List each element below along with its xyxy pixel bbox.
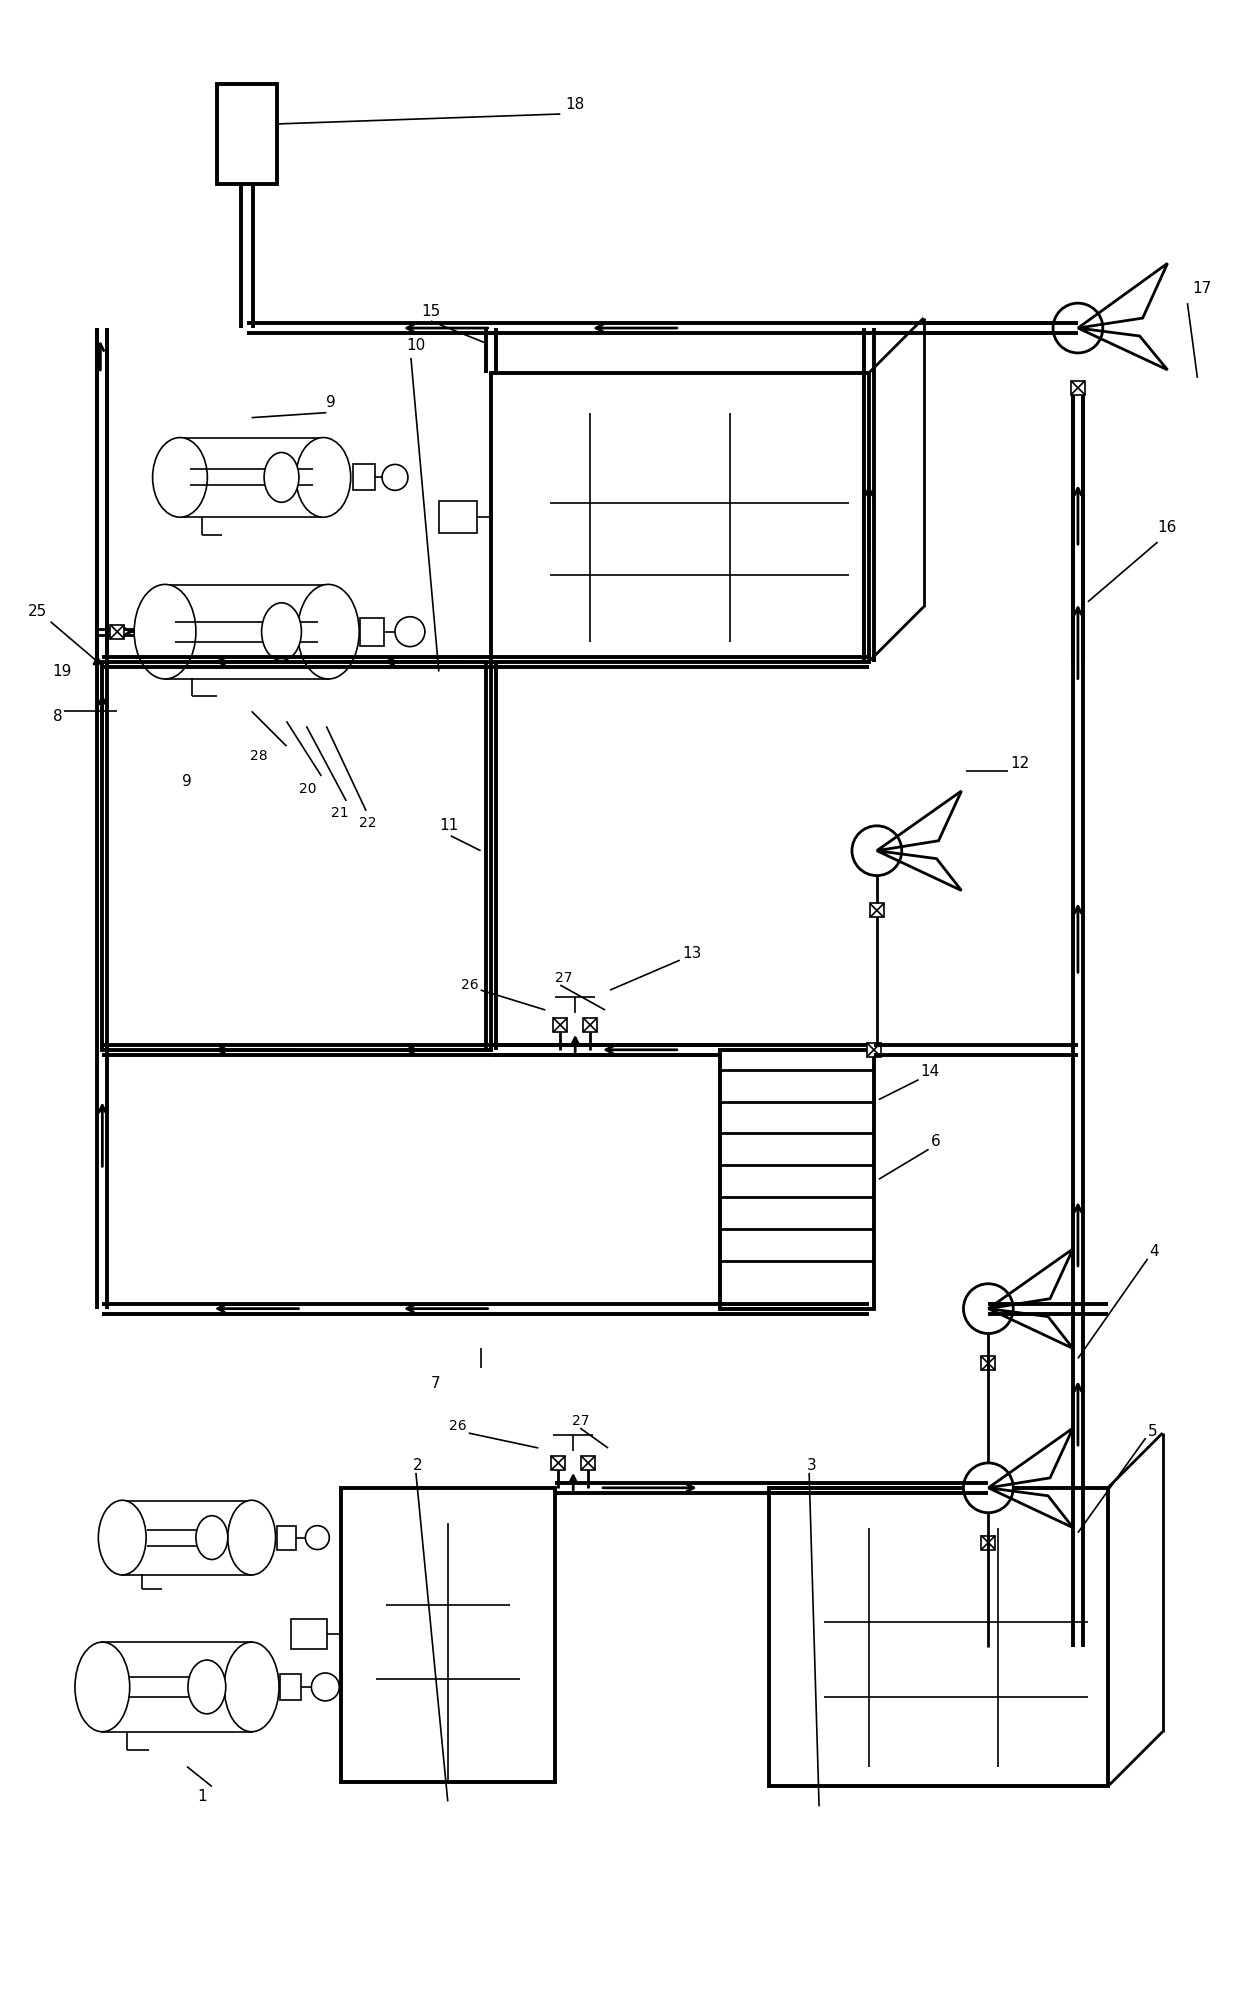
Text: 25: 25: [27, 605, 47, 619]
Text: 22: 22: [360, 816, 377, 830]
Text: 18: 18: [565, 96, 584, 111]
Ellipse shape: [264, 452, 299, 502]
Bar: [360, 617, 384, 645]
Text: 7: 7: [430, 1375, 440, 1391]
Ellipse shape: [1053, 304, 1102, 354]
Ellipse shape: [134, 585, 196, 679]
Bar: [103, 661, 491, 1049]
Bar: [769, 1487, 1107, 1787]
Ellipse shape: [296, 438, 351, 517]
Ellipse shape: [382, 464, 408, 490]
Bar: [867, 1043, 880, 1057]
Text: 8: 8: [52, 710, 62, 724]
Bar: [582, 1455, 595, 1469]
Text: 4: 4: [1149, 1244, 1159, 1260]
Text: 6: 6: [930, 1134, 940, 1150]
Text: 26: 26: [449, 1419, 466, 1433]
Bar: [180, 438, 325, 517]
Bar: [552, 1455, 565, 1469]
Ellipse shape: [305, 1526, 330, 1550]
Text: 12: 12: [1011, 756, 1029, 770]
Bar: [103, 1642, 252, 1733]
Text: 5: 5: [1148, 1423, 1157, 1439]
Text: 16: 16: [1158, 521, 1177, 535]
Text: 3: 3: [807, 1459, 817, 1473]
Ellipse shape: [188, 1660, 226, 1715]
Ellipse shape: [224, 1642, 279, 1733]
Bar: [341, 1487, 556, 1781]
Bar: [981, 1357, 996, 1371]
Text: 28: 28: [249, 750, 268, 764]
Text: 10: 10: [405, 338, 425, 354]
Ellipse shape: [963, 1463, 1013, 1514]
Ellipse shape: [196, 1516, 228, 1560]
Bar: [491, 372, 869, 661]
Text: 1: 1: [197, 1789, 207, 1803]
Ellipse shape: [98, 1499, 146, 1576]
Ellipse shape: [852, 826, 901, 876]
Text: 27: 27: [572, 1415, 590, 1429]
Bar: [1071, 380, 1085, 394]
Bar: [353, 464, 376, 490]
Bar: [217, 84, 277, 183]
Text: 9: 9: [326, 396, 336, 410]
Bar: [279, 1674, 301, 1700]
Bar: [981, 1536, 996, 1550]
Bar: [110, 625, 124, 639]
Text: 13: 13: [683, 947, 702, 961]
Text: 20: 20: [299, 782, 317, 796]
Bar: [123, 1501, 252, 1576]
Bar: [553, 1017, 567, 1031]
Text: 9: 9: [182, 774, 192, 788]
Text: 19: 19: [52, 663, 72, 679]
Ellipse shape: [228, 1499, 275, 1576]
Text: 27: 27: [556, 971, 573, 985]
Ellipse shape: [311, 1672, 340, 1700]
Ellipse shape: [262, 603, 301, 661]
Text: 21: 21: [331, 806, 348, 820]
Bar: [291, 1620, 327, 1648]
Ellipse shape: [963, 1284, 1013, 1333]
Text: 17: 17: [1193, 281, 1211, 295]
Text: 15: 15: [420, 304, 440, 320]
Bar: [277, 1526, 296, 1550]
Bar: [583, 1017, 598, 1031]
Bar: [439, 500, 476, 533]
Text: 14: 14: [920, 1063, 940, 1079]
Bar: [719, 1049, 874, 1309]
Ellipse shape: [396, 617, 425, 647]
Text: 26: 26: [461, 979, 479, 993]
Ellipse shape: [74, 1642, 130, 1733]
Bar: [165, 585, 330, 679]
Ellipse shape: [153, 438, 207, 517]
Text: 2: 2: [413, 1459, 423, 1473]
Text: 11: 11: [439, 818, 458, 834]
Ellipse shape: [298, 585, 360, 679]
Bar: [870, 902, 884, 917]
